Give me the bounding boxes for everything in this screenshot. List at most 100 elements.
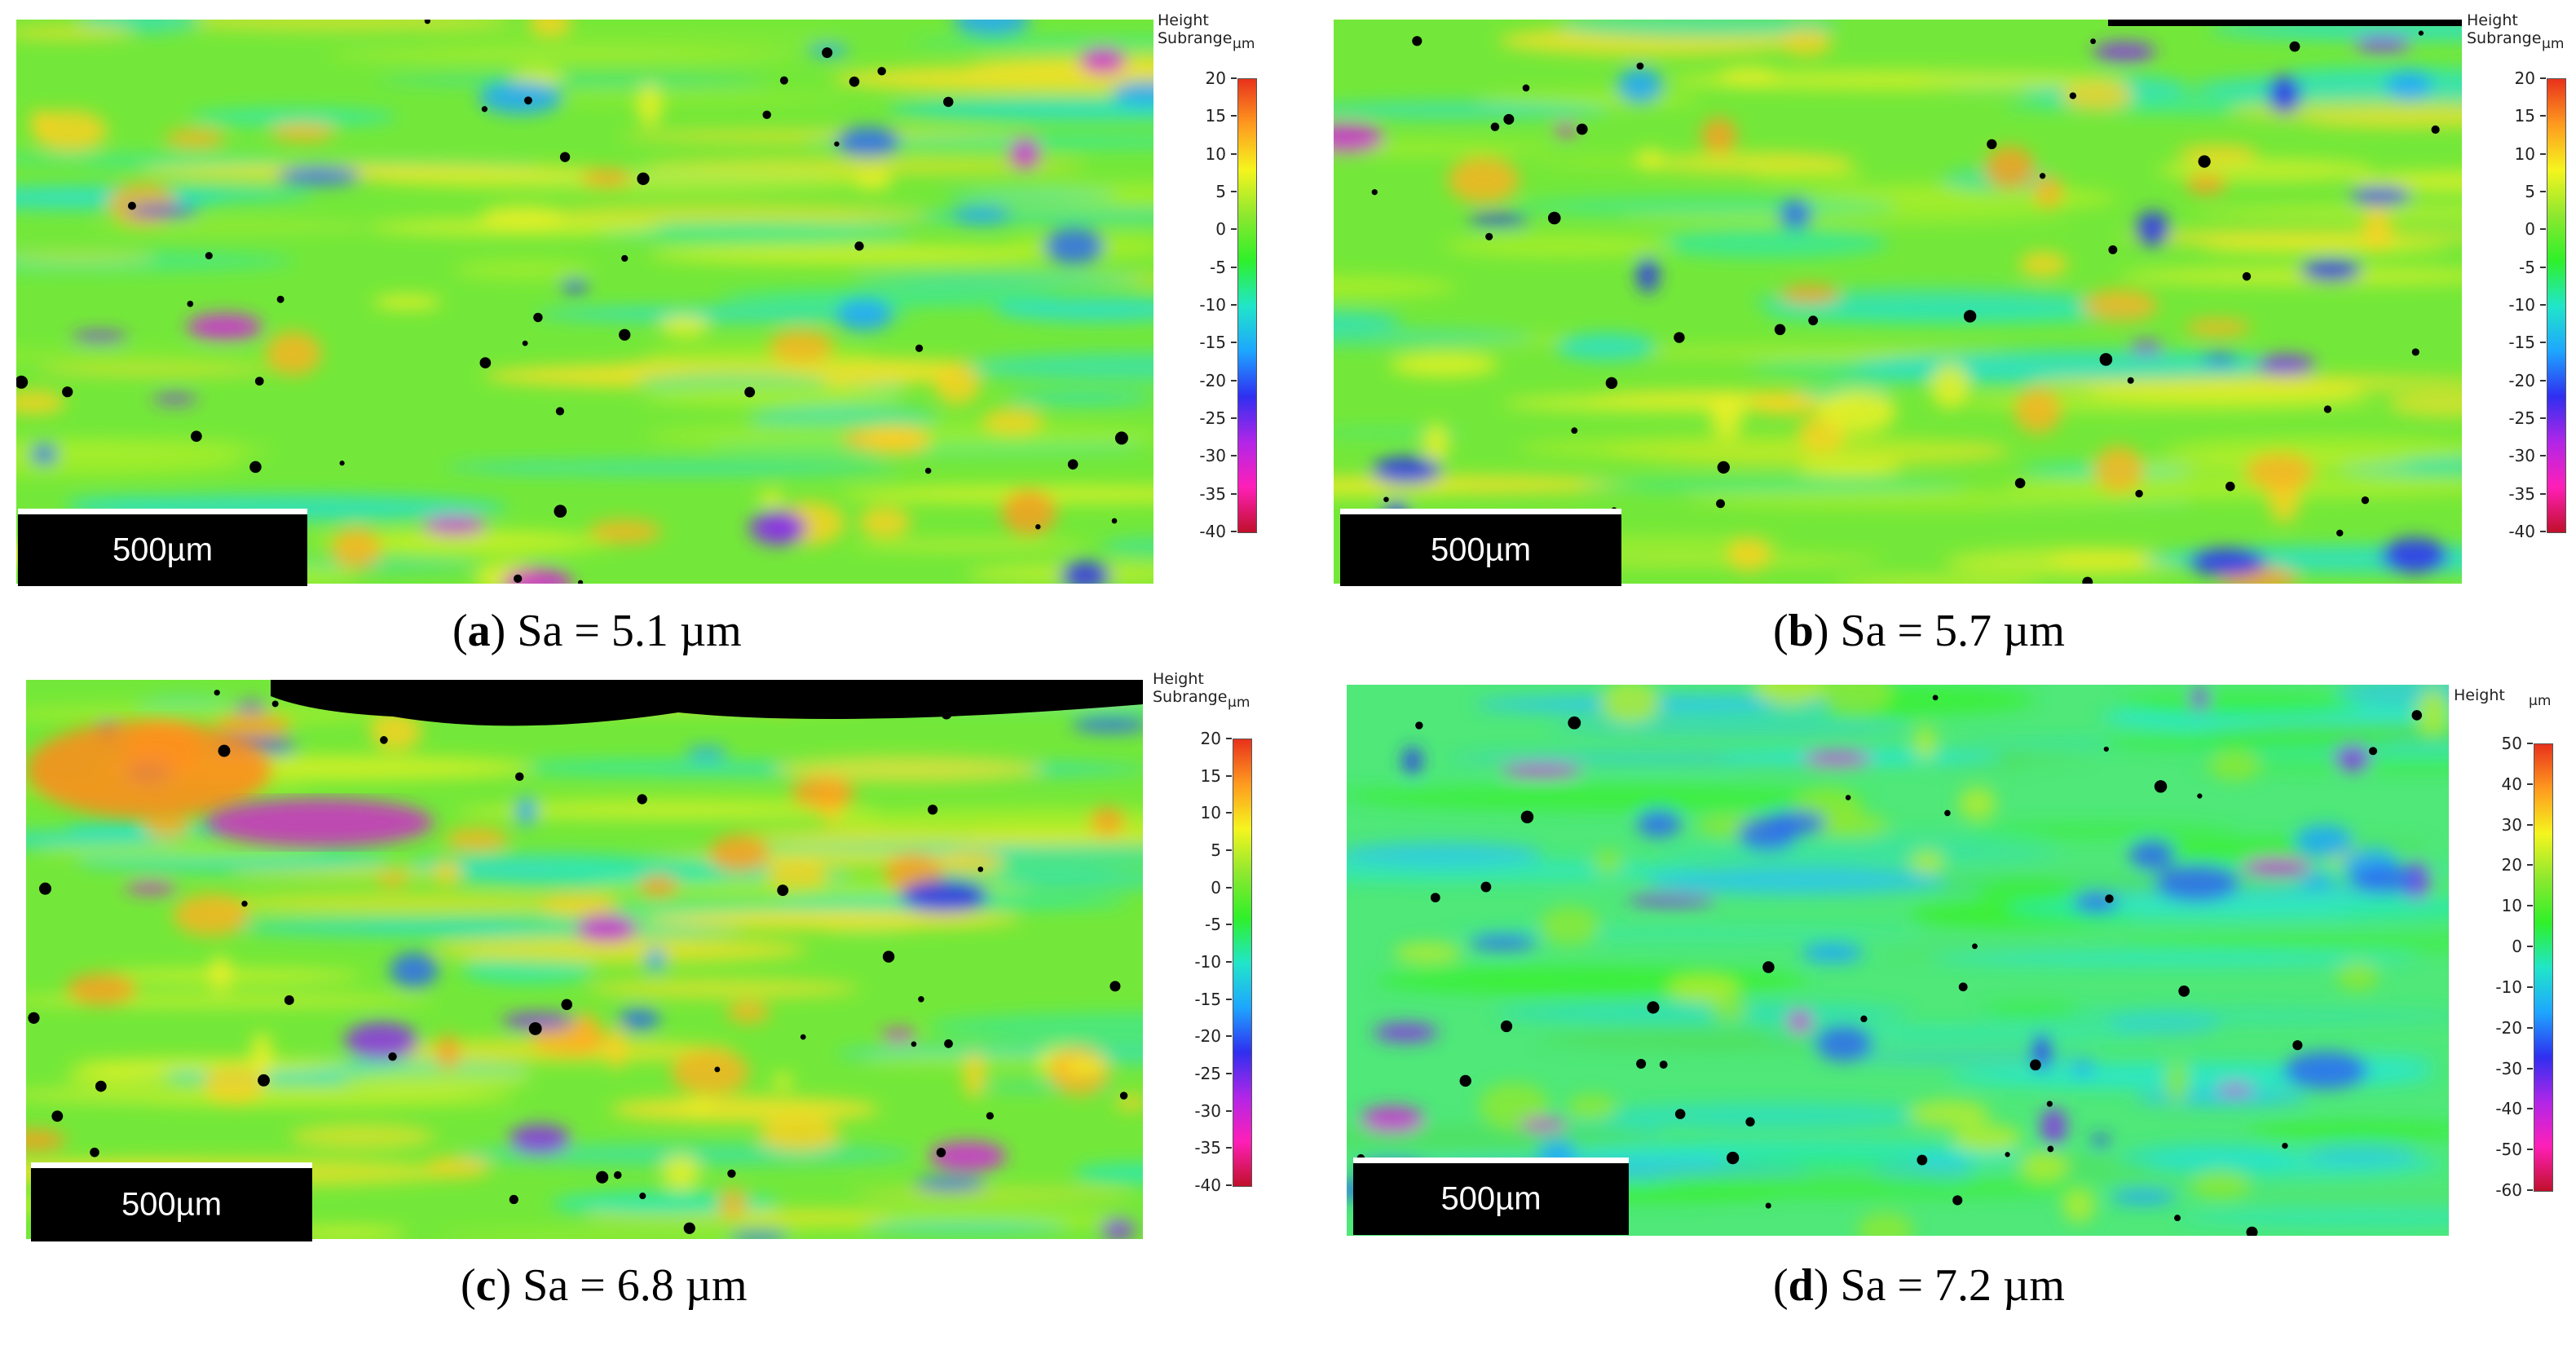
colorbar-tick-label: 0: [2512, 937, 2522, 957]
colorbar-tick-mark: [1226, 924, 1232, 926]
colorbar-tick-label: 5: [2525, 182, 2535, 201]
colorbar-tick-label: -10: [2495, 977, 2522, 997]
colorbar-tick-mark: [1226, 812, 1232, 814]
colorbar-tick-mark: [2540, 191, 2546, 192]
caption-paren-open: (: [461, 1260, 476, 1311]
colorbar-tick-label: 20: [1200, 729, 1221, 748]
colorbar-tick-mark: [2540, 492, 2546, 495]
colorbar-tick-label: 10: [1200, 803, 1221, 823]
colorbar-tick-label: -15: [1199, 333, 1226, 353]
colorbar-tick-mark: [2527, 1149, 2533, 1151]
colorbar-tick-label: 50: [2501, 734, 2522, 753]
height-map-c: [26, 680, 1143, 1239]
colorbar-tick-label: -35: [1199, 483, 1226, 504]
colorbar-tick-label: -40: [2495, 1099, 2522, 1119]
colorbar-tick-label: -10: [2508, 295, 2535, 315]
colorbar-tick-label: 10: [2514, 143, 2535, 164]
colorbar-tick-label: -10: [1199, 295, 1226, 315]
caption-letter: a: [467, 606, 491, 656]
scale-bar-label: 500µm: [1430, 531, 1532, 568]
colorbar-tick-label: -15: [2508, 333, 2535, 353]
colorbar-tick-mark: [1226, 1035, 1232, 1038]
colorbar: [1233, 739, 1252, 1187]
caption-paren-close: ): [1813, 1260, 1829, 1311]
colorbar-tick-mark: [2527, 743, 2533, 744]
colorbar-tick-label: -40: [1199, 522, 1226, 541]
colorbar-tick-label: -50: [2495, 1140, 2522, 1160]
caption-paren-close: ): [496, 1260, 512, 1311]
colorbar-tick-mark: [1226, 774, 1232, 777]
legend-title-line: Subrange: [1158, 29, 1233, 47]
scale-bar-label: 500µm: [112, 531, 214, 568]
colorbar-tick-label: 0: [2525, 219, 2535, 240]
colorbar-tick-mark: [2527, 1067, 2533, 1069]
colorbar-tick-label: -35: [1194, 1138, 1221, 1158]
colorbar-tick-mark: [2540, 77, 2546, 79]
colorbar-tick-label: -40: [1194, 1175, 1221, 1195]
colorbar-tick-label: -20: [1194, 1026, 1221, 1047]
colorbar-tick-mark: [2527, 864, 2533, 867]
height-map-texture: [16, 20, 1153, 584]
colorbar-tick-mark: [1231, 304, 1237, 306]
scale-bar-label: 500µm: [1440, 1180, 1542, 1217]
colorbar-tick-label: 30: [2501, 814, 2522, 835]
caption-letter: d: [1788, 1260, 1814, 1311]
panel-caption: (c) Sa = 6.8 µm: [461, 1259, 748, 1312]
colorbar-tick-mark: [1226, 961, 1232, 963]
colorbar-tick-mark: [2540, 266, 2546, 268]
colorbar-tick-mark: [1226, 886, 1232, 889]
colorbar-tick-label: -5: [2519, 257, 2535, 277]
colorbar: [2547, 78, 2566, 533]
colorbar-tick-mark: [1226, 849, 1232, 851]
legend-title-line: Subrange: [2467, 29, 2542, 47]
colorbar-tick-mark: [2540, 417, 2546, 419]
colorbar-tick-mark: [2540, 379, 2546, 381]
caption-paren-open: (: [1773, 606, 1789, 656]
colorbar-tick-mark: [1231, 342, 1237, 344]
height-map-a: [16, 20, 1153, 584]
colorbar-tick-mark: [2527, 1108, 2533, 1110]
panel-caption: (a) Sa = 5.1 µm: [452, 605, 742, 657]
caption-letter: c: [475, 1260, 496, 1311]
caption-paren-close: ): [490, 606, 506, 656]
colorbar-tick-mark: [2527, 1189, 2533, 1191]
colorbar-tick-mark: [1226, 738, 1232, 739]
colorbar-tick-mark: [1226, 1073, 1232, 1074]
colorbar-tick-mark: [1226, 1147, 1232, 1149]
scale-bar: 500µm: [1353, 1158, 1629, 1235]
colorbar-tick-mark: [1226, 1109, 1232, 1112]
legend-title: Height: [2454, 686, 2505, 722]
colorbar-tick-label: -15: [1194, 989, 1221, 1009]
legend-title-line: Height: [1153, 670, 1204, 688]
colorbar-tick-label: 0: [1215, 219, 1226, 240]
legend-title: Height Subrange: [1153, 670, 1227, 706]
colorbar-tick-label: 15: [2514, 106, 2535, 126]
colorbar-tick-label: 15: [1200, 765, 1221, 786]
colorbar-tick-mark: [2527, 986, 2533, 988]
colorbar-tick-mark: [2540, 455, 2546, 457]
scale-bar-label: 500µm: [121, 1186, 223, 1223]
colorbar-tick-mark: [2540, 531, 2546, 532]
caption-text: Sa = 6.8 µm: [511, 1260, 748, 1311]
colorbar-tick-mark: [2527, 783, 2533, 785]
colorbar-tick-mark: [1231, 492, 1237, 495]
scale-bar: 500µm: [31, 1162, 312, 1241]
colorbar: [2534, 743, 2553, 1192]
colorbar-tick-mark: [2540, 342, 2546, 344]
colorbar-tick-label: 5: [1215, 182, 1226, 201]
legend-title-line: [2454, 704, 2505, 722]
legend-title: Height Subrange: [2467, 11, 2541, 47]
height-map-texture: [1347, 685, 2449, 1236]
colorbar-tick-mark: [2540, 304, 2546, 306]
colorbar-tick-mark: [1231, 531, 1237, 532]
legend-title-line: Subrange: [1153, 688, 1228, 706]
colorbar-tick-label: 15: [1205, 106, 1226, 126]
legend-title: Height Subrange: [1158, 11, 1232, 47]
colorbar-tick-label: -35: [2508, 483, 2535, 504]
height-map-texture: [1334, 20, 2462, 584]
colorbar-tick-label: -30: [1199, 446, 1226, 466]
colorbar-tick-mark: [2540, 115, 2546, 117]
colorbar-tick-label: -60: [2495, 1180, 2522, 1200]
colorbar-tick-label: 20: [1205, 68, 1226, 88]
colorbar-tick-mark: [2527, 905, 2533, 907]
